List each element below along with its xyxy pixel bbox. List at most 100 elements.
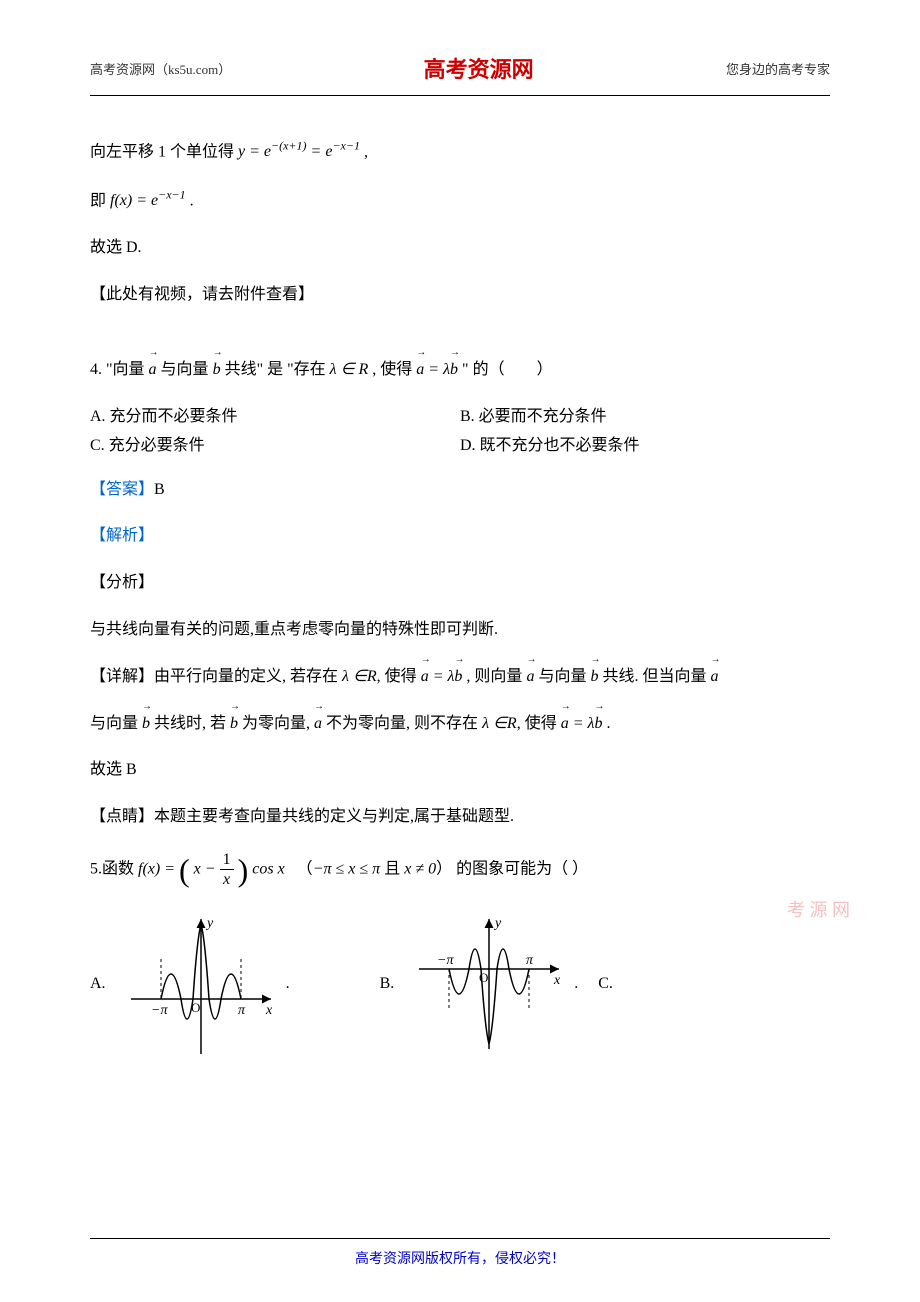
detail-line-1: 【详解】由平行向量的定义, 若存在 λ ∈R, 使得 a = λb , 则向量 …	[90, 663, 830, 692]
lambda-expr: λ ∈ R	[330, 361, 369, 378]
vector-a: a	[314, 710, 322, 739]
lambda-expr: λ ∈R	[342, 668, 377, 685]
option-b-label: B.	[380, 970, 395, 999]
fenxi-label: 【分析】	[90, 569, 830, 598]
vector-b: b	[450, 356, 458, 385]
video-note: 【此处有视频，请去附件查看】	[90, 281, 830, 310]
text-segment: 共线. 但当向量	[598, 668, 710, 685]
graph-b-svg: −π π O x y	[409, 909, 569, 1059]
content-body: 向左平移 1 个单位得 y = e−(x+1) = e−x−1 , 即 f(x)…	[90, 136, 830, 1060]
text-segment: " 的（ ）	[458, 361, 553, 378]
page-footer: 高考资源网版权所有，侵权必究！	[90, 1238, 830, 1272]
q5-graph-options: 考 源 网 A. −π π O x	[90, 909, 830, 1059]
q4-options: A. 充分而不必要条件 B. 必要而不充分条件 C. 充分必要条件 D. 既不充…	[90, 403, 830, 461]
option-c-label: C.	[598, 970, 613, 999]
question-4: 4. "向量 a 与向量 b 共线" 是 "存在 λ ∈ R , 使得 a = …	[90, 356, 830, 385]
svg-text:O: O	[191, 1000, 200, 1015]
text-segment: 不为零向量, 则不存在	[322, 715, 482, 732]
fraction-numerator: 1	[220, 850, 234, 870]
vector-a: a	[416, 356, 424, 385]
svg-text:π: π	[526, 953, 534, 968]
fenxi-text: 与共线向量有关的问题,重点考虑零向量的特殊性即可判断.	[90, 616, 830, 645]
text-segment: 共线" 是 "存在	[221, 361, 330, 378]
question-5: 5.函数 f(x) = ( x − 1 x ) cos x （−π ≤ x ≤ …	[90, 850, 830, 889]
text-segment: 4. "向量	[90, 361, 149, 378]
answer-value: B	[154, 481, 165, 498]
text-segment: , 使得	[377, 668, 421, 685]
vector-a: a	[526, 663, 534, 692]
answer-label: 【答案】	[90, 481, 154, 498]
svg-text:O: O	[479, 970, 488, 985]
answer-line: 【答案】B	[90, 476, 830, 505]
text-segment: 为零向量,	[238, 715, 314, 732]
graph-a-svg: −π π O x y	[121, 909, 281, 1059]
paren-left-icon: (	[179, 854, 190, 886]
svg-text:y: y	[205, 916, 214, 931]
text-segment: .	[602, 715, 610, 732]
option-a: A. 充分而不必要条件	[90, 403, 460, 432]
page-container: 高考资源网（ks5u.com） 高考资源网 您身边的高考专家 向左平移 1 个单…	[0, 0, 920, 1302]
detail-label: 【详解】	[90, 668, 154, 685]
conclusion-b: 故选 B	[90, 756, 830, 785]
svg-text:−π: −π	[151, 1003, 168, 1018]
lambda-expr: λ ∈R	[482, 715, 517, 732]
text-segment: 与向量	[534, 668, 590, 685]
eq-expr: = λ	[429, 668, 455, 685]
text-segment: 向左平移 1 个单位得	[90, 143, 238, 160]
math-expression: f(x) = e−x−1	[110, 192, 186, 209]
vector-a: a	[149, 356, 157, 385]
paren-right-icon: )	[238, 854, 249, 886]
vector-b: b	[142, 710, 150, 739]
header-center-logo: 高考资源网	[424, 50, 534, 90]
option-c: C. 充分必要条件	[90, 432, 460, 461]
period-a: .	[286, 970, 290, 999]
fraction-denominator: x	[220, 870, 234, 889]
fraction: 1 x	[220, 850, 234, 889]
text-segment: , 则向量	[462, 668, 526, 685]
eq-expr: = λ	[569, 715, 595, 732]
vector-b: b	[454, 663, 462, 692]
graph-option-b: B. −π π O x y	[380, 909, 579, 1059]
watermark-text: 考 源 网	[787, 894, 850, 926]
text-segment: 与向量	[157, 361, 213, 378]
text-segment: 共线时, 若	[150, 715, 230, 732]
vector-a: a	[561, 710, 569, 739]
cos-term: cos x	[252, 860, 284, 877]
option-a-label: A.	[90, 970, 106, 999]
text-segment: 由平行向量的定义, 若存在	[154, 668, 342, 685]
svg-text:y: y	[493, 916, 502, 931]
dianxi-line: 【点睛】本题主要考查向量共线的定义与判定,属于基础题型.	[90, 803, 830, 832]
eq-expr: = λ	[424, 361, 450, 378]
domain-text: （−π ≤ x ≤ π 且 x ≠ 0）	[289, 860, 452, 877]
graph-option-a: A. −π π O x y	[90, 909, 290, 1059]
analysis-label: 【解析】	[90, 527, 154, 544]
text-segment: , 使得	[517, 715, 561, 732]
vector-a: a	[710, 663, 718, 692]
option-d: D. 既不充分也不必要条件	[460, 432, 830, 461]
text-segment: 即	[90, 192, 110, 209]
graph-option-c: C.	[598, 970, 628, 999]
text-segment: , 使得	[368, 361, 416, 378]
text-segment: ,	[364, 143, 368, 160]
line-result: 即 f(x) = e−x−1 .	[90, 185, 830, 216]
conclusion-d: 故选 D.	[90, 234, 830, 263]
svg-text:−π: −π	[437, 953, 454, 968]
text-segment: .	[190, 192, 194, 209]
svg-text:x: x	[265, 1003, 273, 1018]
header-right-text: 您身边的高考专家	[726, 58, 830, 81]
text-segment: 的图象可能为（ ）	[456, 860, 588, 877]
vector-b: b	[213, 356, 221, 385]
line-translate: 向左平移 1 个单位得 y = e−(x+1) = e−x−1 ,	[90, 136, 830, 167]
period-b: .	[574, 970, 578, 999]
vector-b: b	[594, 710, 602, 739]
text-segment: 5.函数	[90, 860, 138, 877]
vector-b: b	[590, 663, 598, 692]
text-segment: 与向量	[90, 715, 142, 732]
dianxi-text: 本题主要考查向量共线的定义与判定,属于基础题型.	[154, 808, 514, 825]
option-b: B. 必要而不充分条件	[460, 403, 830, 432]
vector-a: a	[421, 663, 429, 692]
dianxi-label: 【点睛】	[90, 808, 154, 825]
page-header: 高考资源网（ks5u.com） 高考资源网 您身边的高考专家	[90, 50, 830, 96]
header-left-text: 高考资源网（ks5u.com）	[90, 58, 231, 81]
svg-text:π: π	[238, 1003, 246, 1018]
